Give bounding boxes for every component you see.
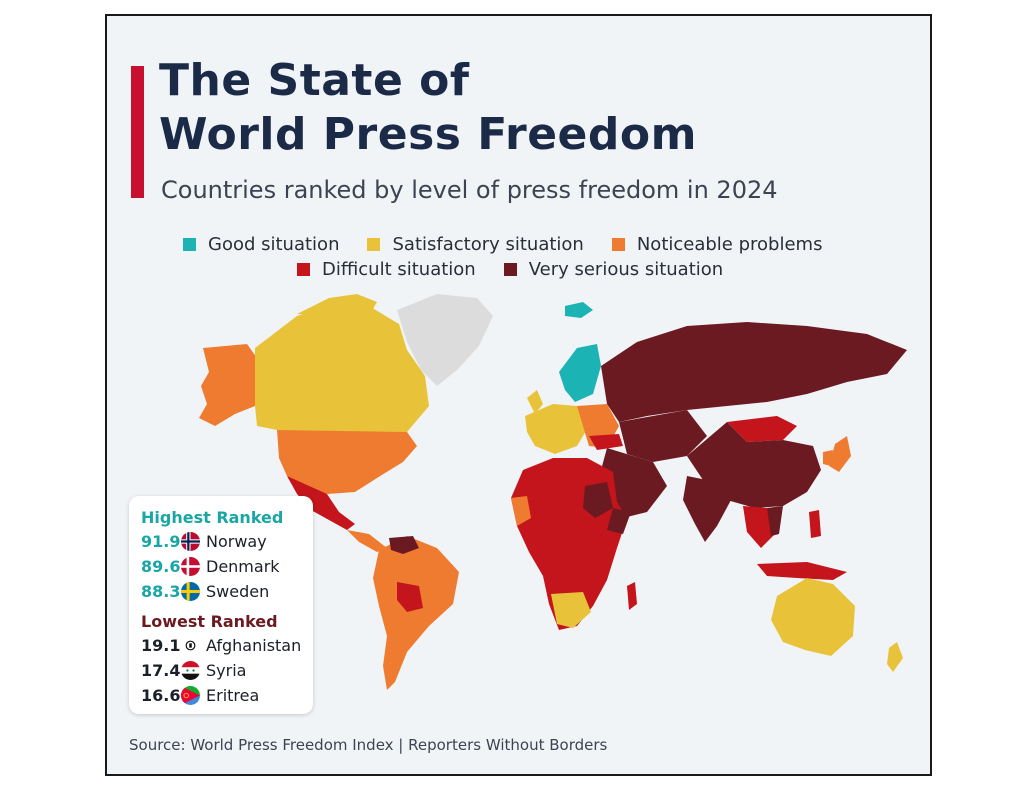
region-indonesia xyxy=(757,562,847,580)
ranking-score: 16.6 xyxy=(141,686,181,705)
region-central-asia xyxy=(619,410,707,462)
region-central-america xyxy=(347,530,387,552)
ranking-country: Denmark xyxy=(206,557,280,576)
legend-swatch-good xyxy=(183,238,196,251)
infographic-frame: The State of World Press Freedom Countri… xyxy=(105,14,932,776)
region-west-africa xyxy=(511,496,531,526)
ranking-country: Sweden xyxy=(206,582,270,601)
region-southern-africa xyxy=(551,592,591,628)
region-australia xyxy=(771,578,855,656)
ranking-row: 19.1 Afghanistan xyxy=(141,636,301,655)
region-alaska xyxy=(199,344,257,426)
title-line-2: World Press Freedom xyxy=(159,109,697,160)
ranking-score: 89.6 xyxy=(141,557,181,576)
region-korea xyxy=(823,450,833,466)
ranking-country: Syria xyxy=(206,661,247,680)
region-scandinavia xyxy=(559,344,601,402)
region-uk xyxy=(527,390,543,414)
afghanistan-flag-icon xyxy=(181,636,200,655)
region-new-zealand xyxy=(887,642,903,672)
ranking-country: Norway xyxy=(206,532,267,551)
ranking-panel: Highest Ranked 91.9 Norway 89.6 Denmark … xyxy=(129,496,313,714)
world-map xyxy=(199,294,907,690)
sweden-flag-icon xyxy=(181,582,200,601)
region-sudan xyxy=(583,482,613,518)
region-philippines xyxy=(809,510,821,538)
title-line-1: The State of xyxy=(159,55,470,106)
legend-item-noticeable: Noticeable problems xyxy=(611,234,823,255)
highest-ranked-heading: Highest Ranked xyxy=(141,508,284,527)
region-horn-of-africa xyxy=(607,508,631,534)
region-vietnam xyxy=(767,506,783,536)
ranking-score: 88.3 xyxy=(141,582,181,601)
legend-item-satisfactory: Satisfactory situation xyxy=(367,234,584,255)
legend-swatch-satisfactory xyxy=(367,238,381,251)
legend-item-very-serious: Very serious situation xyxy=(503,259,724,280)
region-arctic-islands xyxy=(297,294,377,316)
ranking-row: 91.9 Norway xyxy=(141,532,267,551)
region-japan xyxy=(829,436,851,472)
ranking-country: Afghanistan xyxy=(206,636,302,655)
eritrea-flag-icon xyxy=(181,686,200,705)
region-venezuela xyxy=(389,536,419,554)
legend-swatch-difficult xyxy=(297,263,310,276)
title-accent-bar xyxy=(131,66,144,198)
syria-flag-icon xyxy=(181,661,200,680)
ranking-score: 91.9 xyxy=(141,532,181,551)
denmark-flag-icon xyxy=(181,557,200,576)
region-turkey xyxy=(589,434,623,450)
region-iceland xyxy=(565,302,593,318)
lowest-ranked-heading: Lowest Ranked xyxy=(141,612,278,631)
region-mongolia xyxy=(727,416,797,442)
source-note: Source: World Press Freedom Index | Repo… xyxy=(129,736,608,754)
legend-label-good: Good situation xyxy=(208,234,340,255)
region-russia xyxy=(601,322,907,422)
page-title: The State of World Press Freedom xyxy=(159,54,697,162)
region-western-europe xyxy=(525,404,589,454)
subtitle: Countries ranked by level of press freed… xyxy=(161,176,778,204)
legend-swatch-noticeable xyxy=(611,238,625,251)
region-southeast-asia xyxy=(743,506,775,548)
region-usa xyxy=(277,430,417,494)
legend-swatch-very-serious xyxy=(503,263,517,276)
legend-item-good: Good situation xyxy=(183,234,339,255)
norway-flag-icon xyxy=(181,532,200,551)
region-india xyxy=(683,476,731,542)
region-bolivia xyxy=(397,582,423,612)
ranking-row: 88.3 Sweden xyxy=(141,582,269,601)
legend-label-difficult: Difficult situation xyxy=(322,259,476,280)
region-middle-east xyxy=(601,448,667,518)
legend-label-very-serious: Very serious situation xyxy=(528,259,724,280)
ranking-row: 17.4 Syria xyxy=(141,661,246,680)
ranking-row: 89.6 Denmark xyxy=(141,557,280,576)
ranking-score: 17.4 xyxy=(141,661,181,680)
region-madagascar xyxy=(627,582,637,610)
ranking-row: 16.6 Eritrea xyxy=(141,686,259,705)
region-greenland xyxy=(397,294,493,386)
region-canada xyxy=(255,304,429,436)
ranking-country: Eritrea xyxy=(206,686,260,705)
region-south-america xyxy=(373,536,459,690)
ranking-score: 19.1 xyxy=(141,636,181,655)
region-mexico xyxy=(287,476,355,530)
legend-label-noticeable: Noticeable problems xyxy=(636,234,823,255)
legend-item-difficult: Difficult situation xyxy=(297,259,476,280)
legend-label-satisfactory: Satisfactory situation xyxy=(392,234,584,255)
